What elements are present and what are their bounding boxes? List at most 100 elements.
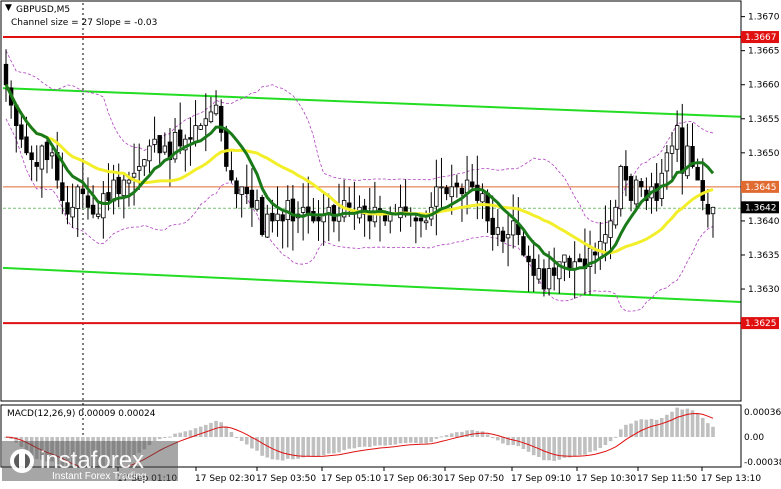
- bull-candle: [633, 179, 639, 205]
- bear-candle: [44, 141, 50, 161]
- bull-candle: [162, 145, 168, 153]
- macd-histogram-bar: [91, 437, 95, 467]
- bull-candle: [121, 179, 127, 197]
- bull-candle: [142, 159, 147, 167]
- macd-histogram-bar: [163, 436, 167, 438]
- bear-candle: [454, 182, 460, 188]
- bull-candle: [664, 152, 670, 172]
- x-tick-label: 17 Sep 03:50: [256, 474, 316, 484]
- macd-histogram-bar: [321, 437, 326, 456]
- bear-candle: [331, 205, 337, 222]
- macd-histogram-bar: [326, 437, 331, 454]
- bull-candle: [608, 220, 613, 238]
- macd-histogram-bar: [547, 437, 551, 461]
- bear-candle: [690, 145, 695, 167]
- bear-candle: [577, 258, 582, 263]
- macd-histogram-bar: [19, 437, 24, 447]
- macd-histogram-bar: [296, 437, 300, 459]
- bear-candle: [177, 129, 183, 147]
- macd-histogram-bar: [362, 437, 367, 447]
- macd-histogram-bar: [475, 431, 480, 437]
- bear-candle: [19, 124, 24, 140]
- y-tick-label: 1.3665: [748, 47, 780, 57]
- macd-tick-label: 0.00: [744, 433, 764, 443]
- y-tick-label: 1.3670: [748, 13, 780, 23]
- macd-histogram-bar: [455, 432, 459, 437]
- bear-candle: [249, 189, 255, 208]
- macd-histogram-bar: [106, 437, 111, 467]
- bear-candle: [475, 184, 480, 201]
- macd-histogram-bar: [29, 437, 34, 456]
- x-tick-label: 17 Sep 05:10: [321, 474, 381, 484]
- price-tag: [741, 180, 779, 193]
- instaforex-logo-icon: [10, 449, 34, 473]
- bull-candle: [265, 213, 270, 238]
- bull-candle: [613, 206, 618, 226]
- bear-candle: [470, 181, 475, 188]
- bull-candle: [710, 206, 716, 215]
- instaforex-watermark: instaforex Instant Forex Trading: [2, 441, 178, 482]
- macd-histogram-bar: [234, 437, 239, 438]
- bear-candle: [526, 255, 531, 263]
- bear-candle: [85, 195, 91, 208]
- price-tag: [741, 201, 779, 214]
- macd-histogram-bar: [142, 437, 147, 450]
- macd-histogram-bar: [439, 436, 444, 438]
- bear-candle: [623, 166, 629, 181]
- macd-histogram-bar: [654, 419, 659, 437]
- macd-histogram-bar: [680, 409, 685, 437]
- macd-histogram-bar: [168, 436, 172, 438]
- level-lines: [3, 36, 741, 325]
- macd-panel-frame: [0, 404, 742, 468]
- macd-histogram-bar: [613, 436, 618, 438]
- macd-histogram-bar: [367, 437, 372, 448]
- bear-candle: [680, 127, 685, 174]
- bull-candle: [546, 268, 552, 290]
- macd-histogram-bar: [501, 437, 505, 444]
- bear-candle: [347, 202, 352, 208]
- bear-candle: [80, 188, 86, 195]
- macd-histogram-bar: [531, 437, 536, 456]
- bull-candle: [254, 200, 260, 210]
- bull-candle: [449, 186, 454, 198]
- x-tick-label: 17 Sep 09:10: [511, 474, 571, 484]
- macd-label: MACD(12,26,9) 0.00009 0.00024: [7, 409, 156, 419]
- macd-histogram-bar: [383, 437, 387, 446]
- macd-tick-label: 0.00036: [744, 408, 781, 418]
- macd-histogram-bar: [583, 437, 587, 455]
- bull-candle: [172, 131, 178, 160]
- bear-candle: [224, 129, 229, 167]
- macd-histogram-bar: [40, 437, 44, 460]
- bear-candle: [485, 192, 490, 222]
- x-tick-label: 17 Sep 07:50: [444, 474, 504, 484]
- bull-candle: [434, 186, 439, 207]
- bear-candle: [705, 203, 711, 215]
- bear-candle: [3, 63, 9, 86]
- macd-histogram-bar: [706, 423, 710, 437]
- bear-candle: [280, 214, 285, 222]
- macd-histogram-bar: [280, 437, 285, 461]
- symbol-label: GBPUSD,M5: [16, 5, 70, 15]
- macd-histogram-bar: [116, 437, 121, 466]
- macd-histogram-bar: [429, 437, 434, 443]
- macd-histogram-bar: [183, 431, 188, 437]
- bull-candle: [131, 172, 137, 178]
- bull-candle: [505, 234, 511, 239]
- macd-histogram-bar: [60, 437, 65, 467]
- bull-candle: [510, 220, 516, 236]
- macd-histogram-bar: [434, 437, 439, 439]
- menu-arrow-icon[interactable]: ▼: [5, 3, 12, 13]
- macd-histogram-bar: [388, 437, 393, 446]
- macd-histogram-bar: [311, 437, 316, 457]
- macd-histogram-bar: [603, 437, 608, 445]
- y-tick-label: 1.3655: [748, 115, 780, 125]
- macd-histogram-bar: [562, 437, 567, 458]
- macd-histogram-bar: [593, 437, 597, 451]
- bear-candle: [367, 215, 372, 222]
- macd-histogram-bar: [111, 437, 116, 467]
- macd-histogram-bar: [572, 437, 577, 457]
- bear-candle: [551, 267, 557, 276]
- x-tick-label: 17 Sep 13:10: [701, 474, 761, 484]
